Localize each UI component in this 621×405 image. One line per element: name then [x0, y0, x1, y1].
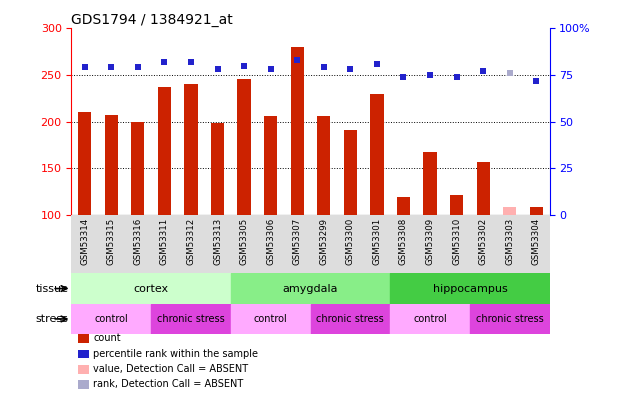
Text: rank, Detection Call = ABSENT: rank, Detection Call = ABSENT: [93, 379, 243, 389]
Bar: [310, 304, 390, 334]
Bar: [317, 116, 330, 215]
Bar: [291, 47, 304, 215]
Bar: [71, 304, 151, 334]
Text: GSM53306: GSM53306: [266, 217, 275, 265]
Bar: [158, 87, 171, 215]
Text: GSM53303: GSM53303: [505, 217, 514, 265]
Bar: [390, 273, 550, 304]
Bar: [370, 94, 384, 215]
Text: GSM53314: GSM53314: [80, 217, 89, 265]
Text: GSM53301: GSM53301: [373, 217, 381, 265]
Text: GSM53313: GSM53313: [213, 217, 222, 265]
Bar: [231, 273, 390, 304]
Text: GSM53300: GSM53300: [346, 217, 355, 265]
Bar: [424, 152, 437, 215]
Text: GSM53315: GSM53315: [107, 217, 116, 265]
Text: GSM53309: GSM53309: [425, 217, 435, 265]
Text: GSM53308: GSM53308: [399, 217, 408, 265]
Bar: [131, 122, 145, 215]
Bar: [78, 112, 91, 215]
Text: GSM53299: GSM53299: [319, 217, 329, 264]
Bar: [390, 304, 470, 334]
Bar: [151, 304, 231, 334]
Text: chronic stress: chronic stress: [157, 314, 225, 324]
Text: count: count: [93, 333, 120, 343]
Text: GSM53305: GSM53305: [240, 217, 248, 265]
Text: GSM53307: GSM53307: [292, 217, 302, 265]
Text: stress: stress: [35, 314, 68, 324]
Bar: [211, 124, 224, 215]
Bar: [397, 197, 410, 215]
Bar: [450, 195, 463, 215]
Text: GSM53302: GSM53302: [479, 217, 487, 265]
Text: chronic stress: chronic stress: [476, 314, 543, 324]
Text: hippocampus: hippocampus: [432, 284, 507, 294]
Bar: [231, 304, 310, 334]
Text: control: control: [94, 314, 128, 324]
Text: GSM53316: GSM53316: [134, 217, 142, 265]
Text: value, Detection Call = ABSENT: value, Detection Call = ABSENT: [93, 364, 248, 374]
Bar: [264, 116, 278, 215]
Text: control: control: [413, 314, 447, 324]
Text: percentile rank within the sample: percentile rank within the sample: [93, 349, 258, 358]
Bar: [476, 162, 490, 215]
Text: control: control: [254, 314, 288, 324]
Text: GDS1794 / 1384921_at: GDS1794 / 1384921_at: [71, 13, 233, 27]
Bar: [237, 79, 251, 215]
Text: GSM53304: GSM53304: [532, 217, 541, 265]
Text: GSM53311: GSM53311: [160, 217, 169, 265]
Text: GSM53312: GSM53312: [186, 217, 196, 265]
Bar: [184, 84, 197, 215]
Bar: [503, 207, 517, 215]
Text: cortex: cortex: [134, 284, 169, 294]
Text: chronic stress: chronic stress: [317, 314, 384, 324]
Text: tissue: tissue: [35, 284, 68, 294]
Text: amygdala: amygdala: [283, 284, 338, 294]
Bar: [470, 304, 550, 334]
Bar: [71, 273, 231, 304]
Bar: [530, 207, 543, 215]
Text: GSM53310: GSM53310: [452, 217, 461, 265]
Bar: [104, 115, 118, 215]
Bar: [343, 130, 357, 215]
